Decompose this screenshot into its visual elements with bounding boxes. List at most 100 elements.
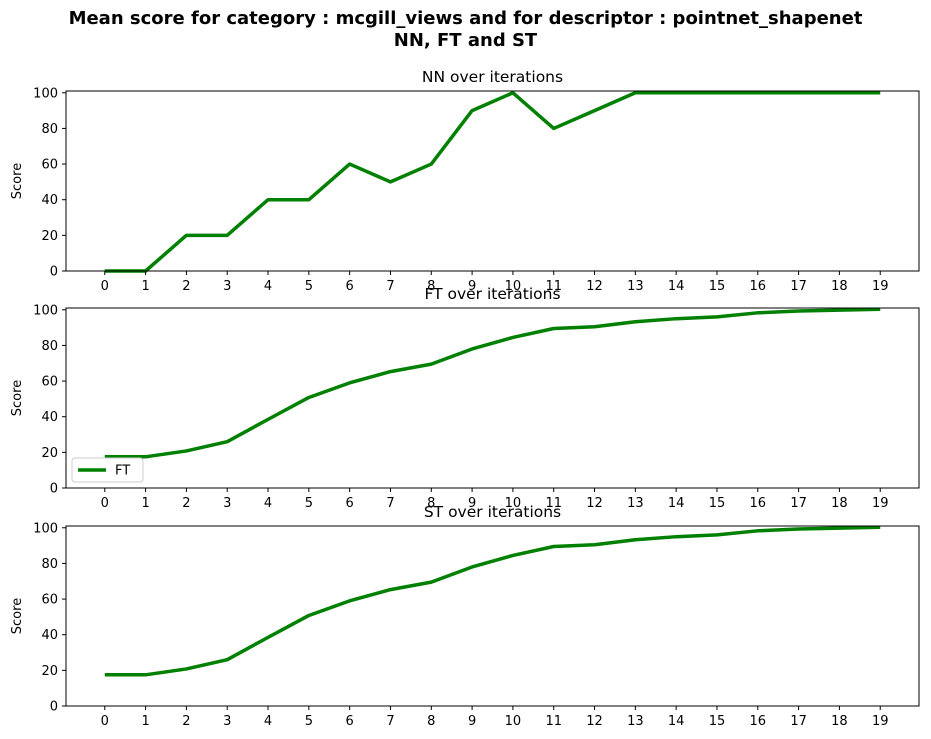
figure-title: Mean score for category : mcgill_views a… [0,8,931,52]
x-tick-label: 18 [831,279,848,294]
y-tick-label: 20 [41,446,58,461]
x-tick-label: 6 [346,496,354,511]
x-tick-label: 15 [709,496,726,511]
x-tick-label: 19 [872,279,889,294]
x-tick-label: 19 [872,714,889,729]
y-tick-label: 20 [41,229,58,244]
y-tick-label: 100 [33,303,58,318]
x-tick-label: 5 [305,496,313,511]
x-tick-label: 5 [305,279,313,294]
x-tick-label: 7 [386,496,394,511]
x-tick-label: 13 [627,496,644,511]
axes-frame [65,307,920,489]
x-tick-label: 4 [264,714,272,729]
x-tick-label: 17 [790,714,807,729]
x-tick-label: 16 [750,496,767,511]
y-tick-label: 0 [50,482,58,497]
x-tick-label: 11 [545,496,562,511]
x-tick-label: 1 [141,496,149,511]
x-tick-label: 2 [182,714,190,729]
x-tick-label: 16 [750,714,767,729]
x-tick-label: 9 [468,714,476,729]
y-tick-label: 0 [50,265,58,280]
y-axis-label: Score [10,598,25,634]
panel-title: NN over iterations [422,68,563,86]
x-tick-label: 17 [790,496,807,511]
x-tick-label: 12 [586,714,603,729]
x-tick-label: 8 [427,496,435,511]
x-tick-label: 3 [223,279,231,294]
x-tick-label: 1 [141,279,149,294]
y-tick-label: 80 [41,557,58,572]
x-tick-label: 0 [101,714,109,729]
y-tick-label: 100 [33,86,58,101]
x-tick-label: 6 [346,714,354,729]
y-tick-label: 40 [41,193,58,208]
y-tick-label: 40 [41,628,58,643]
x-tick-label: 12 [586,496,603,511]
x-tick-label: 10 [505,496,522,511]
x-tick-label: 12 [586,279,603,294]
legend: FT [71,457,144,483]
y-tick-label: 0 [50,700,58,715]
x-tick-label: 16 [750,279,767,294]
chart-panel-1: 0 1 2 3 4 5 6 7 8 9 10 11 12 13 14 15 16 17 18 190204060801… [10,68,920,294]
y-tick-label: 80 [41,122,58,137]
x-tick-label: 13 [627,714,644,729]
x-tick-label: 4 [264,279,272,294]
x-tick-label: 14 [668,714,685,729]
x-tick-label: 11 [545,279,562,294]
panel-title: ST over iterations [424,503,561,521]
x-tick-label: 14 [668,496,685,511]
x-tick-label: 3 [223,714,231,729]
series-line [104,525,881,677]
x-tick-label: 10 [505,279,522,294]
panel-title: FT over iterations [424,285,560,303]
y-tick-label: 60 [41,593,58,608]
axes-frame [65,90,920,272]
x-tick-label: 13 [627,279,644,294]
x-tick-label: 9 [468,279,476,294]
x-tick-label: 2 [182,496,190,511]
y-tick-label: 40 [41,410,58,425]
x-tick-label: 19 [872,496,889,511]
x-tick-label: 8 [427,714,435,729]
x-tick-label: 11 [545,714,562,729]
x-tick-label: 7 [386,714,394,729]
y-tick-label: 20 [41,664,58,679]
y-tick-label: 100 [33,521,58,536]
x-tick-label: 0 [101,496,109,511]
x-tick-label: 15 [709,714,726,729]
x-tick-label: 18 [831,714,848,729]
x-tick-label: 14 [668,279,685,294]
x-tick-label: 10 [505,714,522,729]
y-tick-label: 60 [41,158,58,173]
chart-panel-2: 0 1 2 3 4 5 6 7 8 9 10 11 12 13 14 15 16 17 18 190204060801… [10,285,920,511]
x-tick-label: 1 [141,714,149,729]
y-axis-label: Score [10,380,25,416]
x-tick-label: 15 [709,279,726,294]
x-tick-label: 9 [468,496,476,511]
series-line [104,307,881,459]
x-tick-label: 6 [346,279,354,294]
x-tick-label: 5 [305,714,313,729]
legend-box [71,457,144,483]
y-tick-label: 60 [41,375,58,390]
series-line [104,91,881,273]
chart-panel-3: 0 1 2 3 4 5 6 7 8 9 10 11 12 13 14 15 16 17 18 190204060801… [10,503,920,729]
x-tick-label: 7 [386,279,394,294]
x-tick-label: 17 [790,279,807,294]
legend-label: FT [115,464,130,479]
figure-title-line2: NN, FT and ST [393,30,538,51]
x-tick-label: 4 [264,496,272,511]
x-tick-label: 8 [427,279,435,294]
axes-frame [65,525,920,707]
x-tick-label: 0 [101,279,109,294]
x-tick-label: 3 [223,496,231,511]
y-tick-label: 80 [41,339,58,354]
x-tick-label: 18 [831,496,848,511]
y-axis-label: Score [10,163,25,199]
x-tick-label: 2 [182,279,190,294]
figure-title-line1: Mean score for category : mcgill_views a… [68,8,863,29]
